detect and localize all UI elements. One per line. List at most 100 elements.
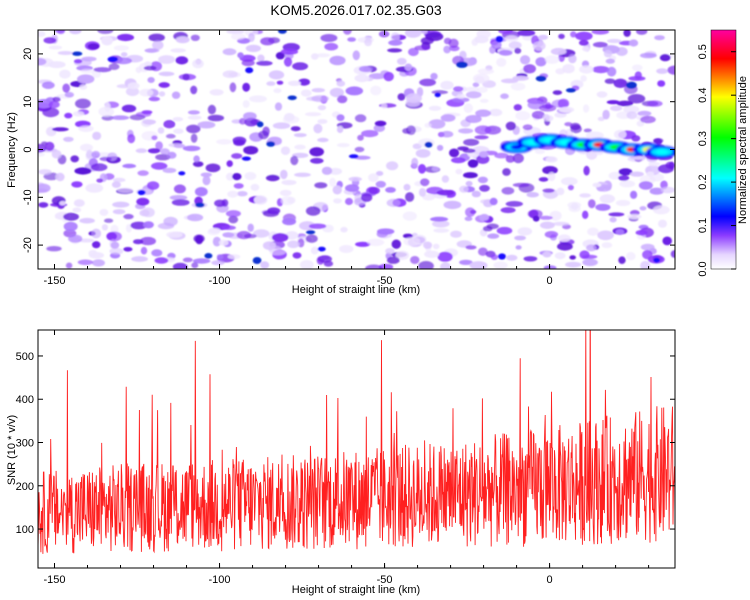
spectrogram-noise-blob	[496, 57, 507, 67]
spectrogram-noise-blob	[618, 175, 630, 181]
spectrogram-noise-blob	[256, 60, 273, 66]
spectrogram-noise-blob	[477, 86, 488, 93]
spectrogram-noise-blob	[538, 177, 549, 182]
spectrogram-noise-blob	[365, 264, 383, 269]
spectrogram-noise-blob	[433, 228, 450, 233]
spectrogram-noise-blob	[586, 244, 597, 252]
spectrogram-noise-blob	[580, 75, 587, 82]
spectrogram-noise-blob	[81, 56, 97, 62]
spectrogram-noise-blob	[345, 197, 353, 206]
spectrogram-noise-blob	[523, 256, 538, 262]
spectrogram-noise-blob	[104, 218, 114, 223]
spectrogram-noise-blob	[558, 106, 575, 113]
spectrogram-noise-blob	[602, 109, 610, 120]
spectrogram-noise-blob	[131, 256, 149, 262]
spectrogram-noise-blob	[135, 66, 142, 74]
spectrogram-noise-blob	[225, 210, 241, 218]
spectrogram-noise-blob	[139, 88, 154, 97]
spectrogram-noise-blob	[190, 34, 200, 41]
spectrogram-noise-blob	[56, 30, 66, 35]
spectrogram-noise-blob	[77, 259, 94, 266]
spectrogram-noise-blob	[512, 182, 530, 188]
spectrogram-noise-blob	[308, 223, 327, 229]
spectrogram-noise-blob	[101, 115, 114, 121]
spectrogram-noise-blob	[512, 75, 529, 81]
spectrogram-noise-blob	[71, 181, 83, 188]
spectrogram-noise-blob	[582, 46, 590, 52]
spectrogram-noise-blob	[487, 233, 500, 239]
spectrogram-noise-blob	[368, 173, 379, 182]
spectrogram-noise-blob	[464, 86, 480, 92]
colorbar-tick-label: 0.5	[697, 44, 709, 59]
spectrogram-noise-speck	[137, 189, 146, 196]
spectrogram-noise-blob	[298, 78, 310, 86]
spectrogram-noise-blob	[64, 112, 73, 119]
spectrogram-noise-blob	[638, 181, 653, 190]
spectrogram-noise-blob	[523, 64, 536, 74]
spectrogram-noise-blob	[606, 100, 620, 105]
spectrogram-noise-blob	[63, 136, 74, 142]
spectrogram-noise-blob	[403, 236, 421, 247]
spectrogram-noise-blob	[336, 80, 346, 87]
spectrogram-noise-blob	[419, 30, 428, 35]
spectrogram-noise-blob	[157, 127, 165, 134]
spectrogram-noise-blob	[271, 233, 289, 242]
spectrogram-noise-blob	[479, 151, 489, 158]
spectrogram-noise-blob	[489, 197, 498, 206]
spectrogram-noise-blob	[647, 100, 663, 107]
spectrogram-noise-blob	[317, 119, 328, 124]
spectrogram-noise-blob	[242, 100, 250, 108]
colorbar-tick-label: 0.4	[697, 88, 709, 103]
spectrogram-noise-blob	[243, 112, 257, 121]
spectrogram-noise-speck	[287, 95, 297, 101]
spectrogram-noise-blob	[86, 149, 93, 159]
spectrogram-noise-blob	[465, 91, 482, 99]
spectrogram-noise-blob	[531, 110, 545, 120]
spectrogram-noise-blob	[355, 241, 371, 247]
spectrogram-noise-blob	[152, 40, 164, 50]
spectrogram-noise-blob	[211, 260, 225, 266]
spectrogram-noise-blob	[364, 38, 372, 47]
spectrogram-noise-blob	[474, 125, 492, 135]
spectrogram-noise-blob	[38, 31, 46, 37]
spectrogram-noise-blob	[38, 152, 45, 157]
spectrogram-noise-blob	[592, 182, 602, 188]
spectrogram-noise-blob	[154, 257, 169, 264]
spectrogram-noise-blob	[62, 83, 70, 93]
spectrogram-noise-blob	[471, 38, 479, 46]
spectrogram-noise-blob	[432, 220, 450, 228]
spectrogram-noise-blob	[585, 131, 604, 140]
spectrogram-noise-blob	[228, 215, 239, 224]
spectrogram-noise-blob	[532, 41, 546, 51]
spectrogram-noise-blob	[597, 230, 614, 241]
spectrogram-noise-blob	[418, 164, 426, 174]
spectrogram-noise-blob	[243, 145, 259, 155]
spectrogram-noise-blob	[79, 217, 95, 224]
spectrogram-noise-blob	[415, 149, 431, 158]
spectrogram-noise-blob	[167, 151, 177, 159]
spectrogram-noise-blob	[165, 133, 176, 139]
spectrogram-noise-blob	[212, 236, 221, 247]
spectrogram-noise-blob	[623, 30, 631, 37]
spectrogram-noise-blob	[171, 199, 190, 206]
spectrogram-noise-blob	[72, 207, 82, 213]
spectrogram-noise-blob	[74, 167, 92, 175]
spectrogram-noise-blob	[361, 130, 379, 138]
spectrogram-noise-blob	[222, 232, 235, 238]
spectrogram-noise-blob	[59, 69, 71, 79]
spectrogram-noise-blob	[57, 51, 74, 55]
spectrogram-noise-blob	[603, 50, 613, 58]
spectrogram-noise-blob	[239, 118, 247, 125]
x-tick-label: -150	[43, 275, 65, 287]
spectrogram-noise-blob	[232, 173, 242, 181]
spectrogram-noise-blob	[670, 250, 675, 258]
spectrogram-noise-blob	[552, 221, 570, 226]
spectrogram-noise-blob	[443, 45, 451, 54]
spectrogram-noise-blob	[227, 190, 239, 198]
spectrogram-noise-blob	[332, 185, 342, 195]
spectrogram-noise-blob	[292, 252, 302, 259]
y-tick-label: -20	[22, 237, 34, 253]
spectrogram-noise-blob	[336, 143, 350, 148]
spectrogram-noise-blob	[38, 143, 47, 153]
spectrogram-noise-blob	[360, 193, 373, 202]
